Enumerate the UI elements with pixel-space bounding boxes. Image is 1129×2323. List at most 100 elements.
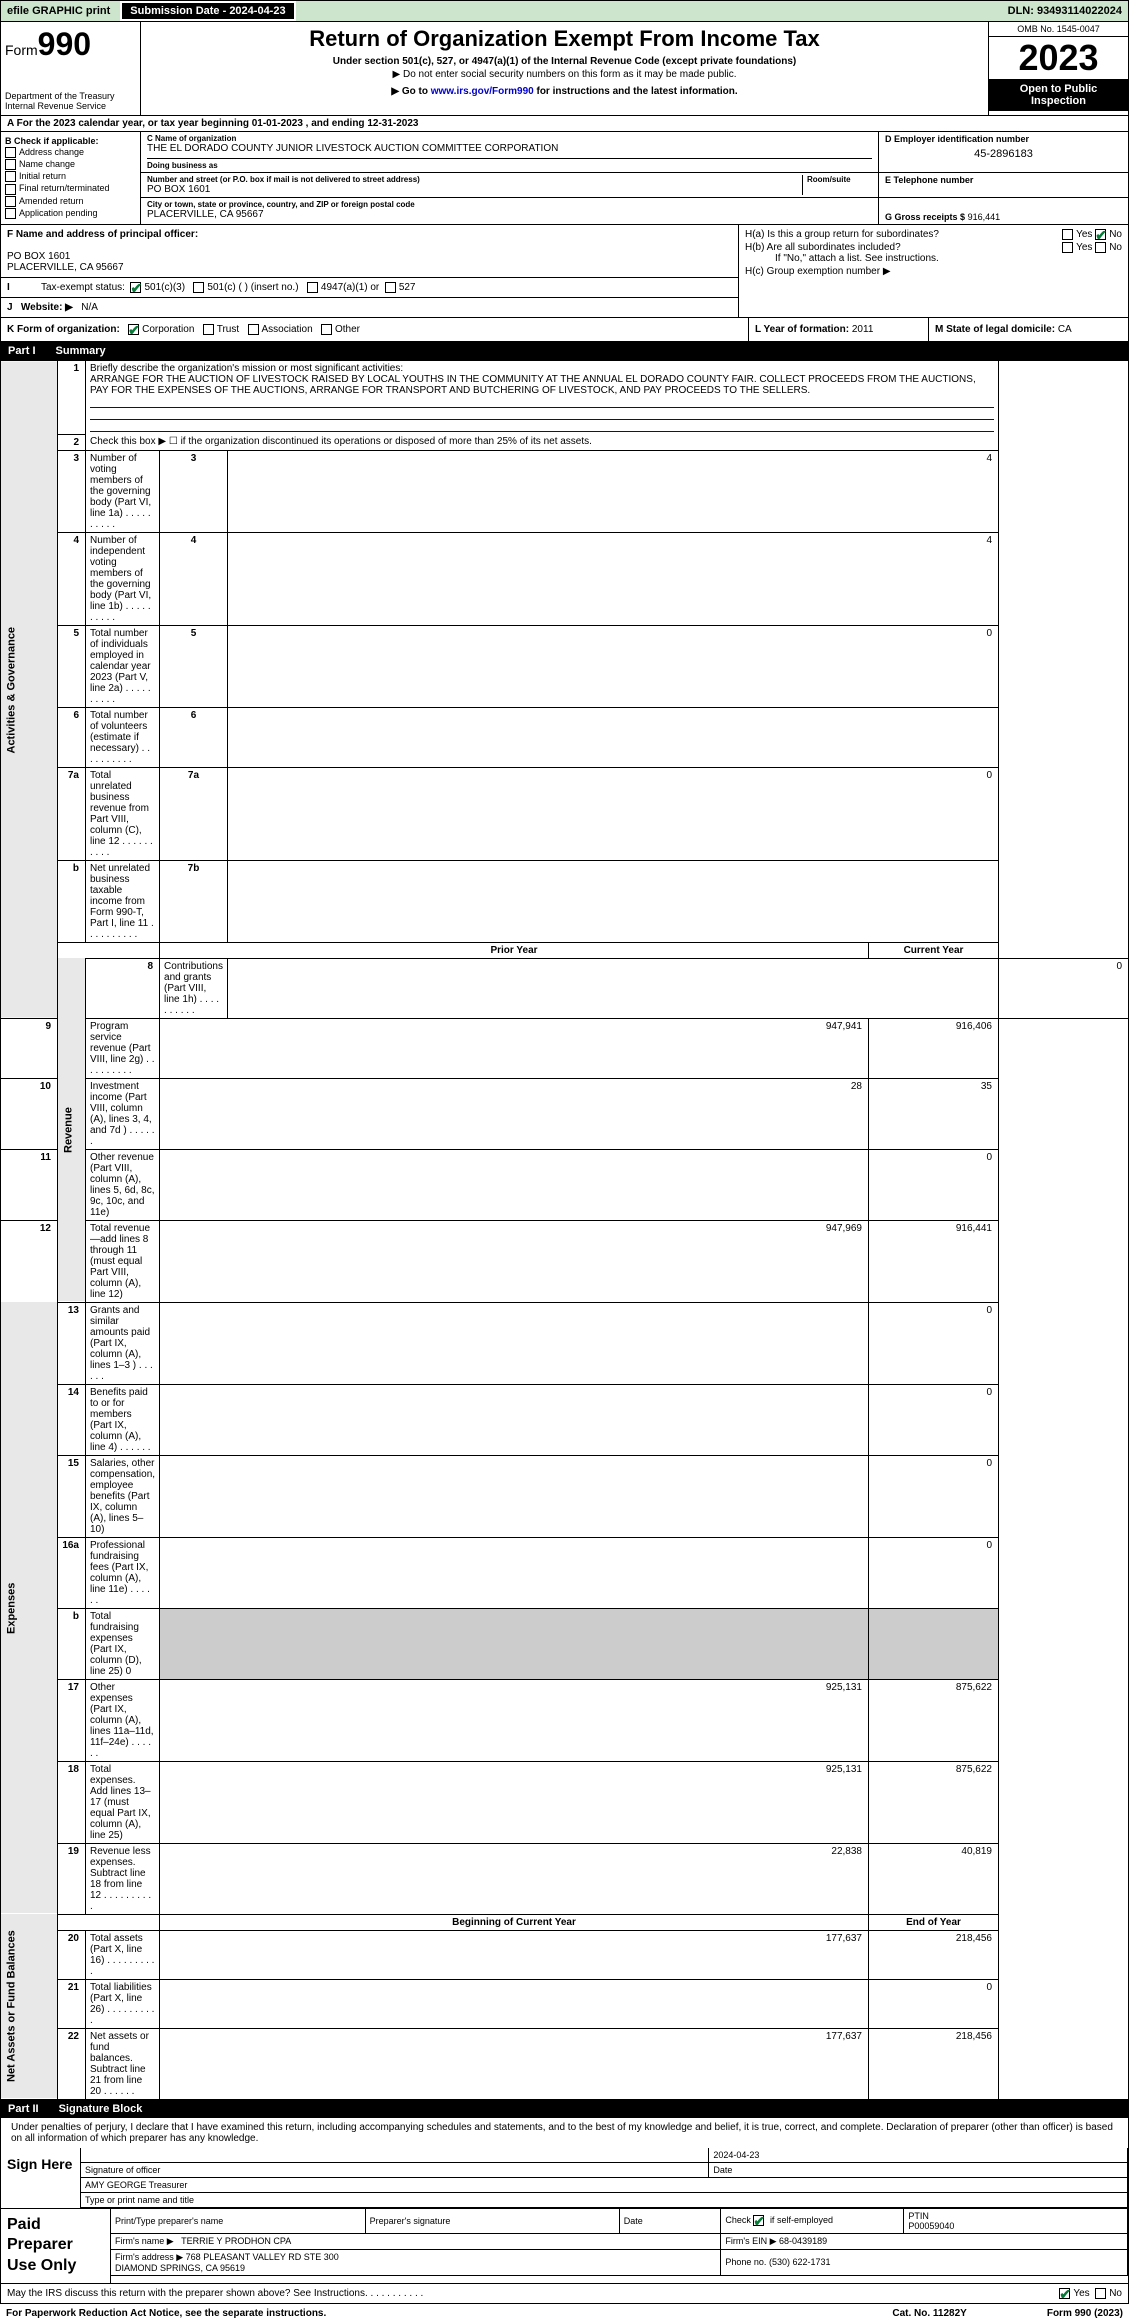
- row-i-tax-status: I Tax-exempt status: 501(c)(3) 501(c) ( …: [1, 277, 738, 297]
- chk-discuss-yes[interactable]: [1059, 2288, 1070, 2299]
- col-k-form-org: K Form of organization: Corporation Trus…: [1, 318, 748, 341]
- side-governance: Activities & Governance: [1, 361, 58, 1019]
- part2-title: Signature Block: [59, 2103, 143, 2115]
- sign-here-label: Sign Here: [1, 2148, 81, 2208]
- officer-addr1: PO BOX 1601: [7, 251, 70, 262]
- sign-here-section: Sign Here 2024-04-23 Signature of office…: [0, 2148, 1129, 2209]
- officer-label: F Name and address of principal officer:: [7, 229, 198, 240]
- chk-address-change[interactable]: Address change: [5, 147, 136, 158]
- ein-label: D Employer identification number: [885, 134, 1122, 144]
- date-label: Date: [709, 2162, 1128, 2177]
- sig-date: 2024-04-23: [709, 2148, 1128, 2163]
- chk-app-pending[interactable]: Application pending: [5, 208, 136, 219]
- sign-here-table: 2024-04-23 Signature of officerDate AMY …: [81, 2148, 1128, 2208]
- col-c-name: C Name of organization THE EL DORADO COU…: [141, 132, 878, 172]
- part1-title: Summary: [56, 345, 106, 357]
- blueline-1: [90, 396, 994, 408]
- officer-name: AMY GEORGE Treasurer: [81, 2177, 1128, 2192]
- website-value: N/A: [81, 302, 98, 313]
- prep-date-label: Date: [619, 2209, 721, 2234]
- chk-ha-no[interactable]: [1095, 229, 1106, 240]
- org-name-label: C Name of organization: [147, 134, 872, 143]
- chk-4947[interactable]: [307, 282, 318, 293]
- blueline-3: [90, 420, 994, 432]
- end-year-hdr: End of Year: [869, 1914, 999, 1930]
- self-emp-cell: Check if self-employed: [721, 2209, 904, 2234]
- chk-assoc[interactable]: [248, 324, 259, 335]
- prior-year-hdr: Prior Year: [160, 942, 869, 958]
- ptin-cell: PTINP00059040: [904, 2209, 1128, 2234]
- chk-501c[interactable]: [193, 282, 204, 293]
- city-value: PLACERVILLE, CA 95667: [147, 209, 872, 220]
- cd-row2: Number and street (or P.O. box if mail i…: [141, 173, 1128, 198]
- footer-right: Form 990 (2023): [1047, 2308, 1123, 2319]
- hb-label: H(b) Are all subordinates included?: [745, 242, 1062, 253]
- room-label: Room/suite: [807, 175, 872, 184]
- dba-label: Doing business as: [147, 161, 872, 170]
- firm-name-cell: Firm's name ▶ TERRIE Y PRODHON CPA: [111, 2233, 721, 2249]
- dept-treasury: Department of the Treasury Internal Reve…: [5, 91, 136, 111]
- chk-name-change[interactable]: Name change: [5, 159, 136, 170]
- chk-hb-yes[interactable]: [1062, 242, 1073, 253]
- chk-self-emp[interactable]: [753, 2215, 764, 2226]
- row-a-tax-year: A For the 2023 calendar year, or tax yea…: [0, 116, 1129, 132]
- perjury-text: Under penalties of perjury, I declare th…: [0, 2118, 1129, 2148]
- chk-initial-return[interactable]: Initial return: [5, 171, 136, 182]
- paid-preparer-label: Paid Preparer Use Only: [1, 2209, 111, 2283]
- col-d-ein: D Employer identification number 45-2896…: [878, 132, 1128, 172]
- row-f-officer: F Name and address of principal officer:…: [1, 225, 738, 277]
- chk-final-return[interactable]: Final return/terminated: [5, 183, 136, 194]
- col-cd: C Name of organization THE EL DORADO COU…: [141, 132, 1128, 224]
- efile-label: efile GRAPHIC print: [1, 3, 116, 19]
- chk-corp[interactable]: [128, 324, 139, 335]
- chk-ha-yes[interactable]: [1062, 229, 1073, 240]
- part2-header: Part II Signature Block: [0, 2100, 1129, 2118]
- begin-year-hdr: Beginning of Current Year: [160, 1914, 869, 1930]
- col-m-state: M State of legal domicile: CA: [928, 318, 1128, 341]
- side-expenses: Expenses: [1, 1302, 58, 1914]
- receipts-label: G Gross receipts $: [885, 212, 965, 222]
- col-h-group: H(a) Is this a group return for subordin…: [738, 225, 1128, 317]
- subtitle-3: ▶ Go to www.irs.gov/Form990 for instruct…: [151, 86, 978, 97]
- irs-link[interactable]: www.irs.gov/Form990: [431, 86, 534, 97]
- side-net-assets: Net Assets or Fund Balances: [1, 1914, 58, 2099]
- phone-cell: Phone no. (530) 622-1731: [721, 2249, 1128, 2275]
- col-fij: F Name and address of principal officer:…: [1, 225, 738, 317]
- chk-527[interactable]: [385, 282, 396, 293]
- form-org-label: K Form of organization:: [7, 324, 120, 335]
- tax-year: 2023: [989, 37, 1128, 79]
- section-bcd: B Check if applicable: Address change Na…: [0, 132, 1129, 225]
- chk-discuss-no[interactable]: [1095, 2288, 1106, 2299]
- chk-501c3[interactable]: [130, 282, 141, 293]
- paid-preparer-section: Paid Preparer Use Only Print/Type prepar…: [0, 2209, 1129, 2284]
- ein-value: 45-2896183: [885, 148, 1122, 160]
- cd-row1: C Name of organization THE EL DORADO COU…: [141, 132, 1128, 173]
- hc-label: H(c) Group exemption number ▶: [745, 266, 1122, 277]
- addr-value: PO BOX 1601: [147, 184, 802, 195]
- col-e-phone: E Telephone number: [878, 173, 1128, 197]
- footer-mid: Cat. No. 11282Y: [892, 2308, 966, 2319]
- prep-sig-label: Preparer's signature: [365, 2209, 619, 2234]
- subtitle-2: ▶ Do not enter social security numbers o…: [151, 69, 978, 80]
- sig-officer-label: Signature of officer: [81, 2162, 709, 2177]
- phone-label: E Telephone number: [885, 175, 1122, 185]
- chk-trust[interactable]: [203, 324, 214, 335]
- org-name: THE EL DORADO COUNTY JUNIOR LIVESTOCK AU…: [147, 143, 872, 154]
- firm-addr-cell: Firm's address ▶ 768 PLEASANT VALLEY RD …: [111, 2249, 721, 2275]
- omb-number: OMB No. 1545-0047: [989, 22, 1128, 37]
- part1-num: Part I: [8, 345, 36, 357]
- subtitle-1: Under section 501(c), 527, or 4947(a)(1)…: [151, 56, 978, 67]
- line1-num: 1: [58, 361, 86, 435]
- chk-other[interactable]: [321, 324, 332, 335]
- col-c-addr: Number and street (or P.O. box if mail i…: [141, 173, 878, 197]
- part2-num: Part II: [8, 2103, 39, 2115]
- chk-hb-no[interactable]: [1095, 242, 1106, 253]
- dln: DLN: 93493114022024: [1002, 3, 1128, 19]
- chk-amended[interactable]: Amended return: [5, 196, 136, 207]
- blueline-2: [90, 408, 994, 420]
- print-name-label: Print/Type preparer's name: [111, 2209, 365, 2234]
- form-title: Return of Organization Exempt From Incom…: [151, 26, 978, 52]
- irs-discuss-row: May the IRS discuss this return with the…: [0, 2284, 1129, 2304]
- irs-discuss-text: May the IRS discuss this return with the…: [7, 2288, 1059, 2299]
- summary-table: Activities & Governance 1 Briefly descri…: [0, 360, 1129, 2100]
